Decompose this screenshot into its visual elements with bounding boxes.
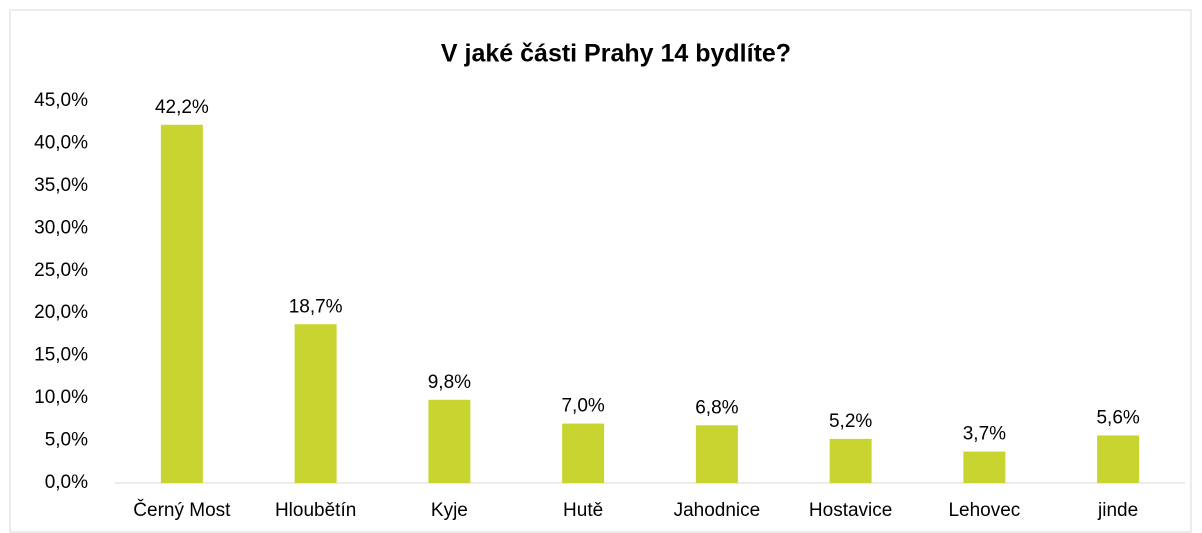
y-tick-label: 5,0% bbox=[45, 430, 88, 451]
y-tick-label: 25,0% bbox=[34, 260, 88, 281]
bar bbox=[963, 451, 1006, 483]
y-tick-label: 45,0% bbox=[34, 90, 88, 111]
bar bbox=[428, 399, 471, 483]
value-label: 5,2% bbox=[829, 411, 872, 432]
bar bbox=[294, 324, 337, 483]
x-tick-label: Hutě bbox=[563, 500, 603, 521]
y-tick-label: 10,0% bbox=[34, 387, 88, 408]
x-tick-label: Hloubětín bbox=[275, 500, 356, 521]
x-tick-label: Černý Most bbox=[133, 499, 231, 521]
value-label: 3,7% bbox=[963, 424, 1006, 445]
value-label: 6,8% bbox=[695, 397, 738, 418]
y-tick-label: 0,0% bbox=[45, 472, 88, 493]
bar bbox=[829, 438, 872, 483]
y-tick-label: 20,0% bbox=[34, 302, 88, 323]
x-tick-label: jinde bbox=[1097, 500, 1138, 521]
chart-title: V jaké části Prahy 14 bydlíte? bbox=[441, 40, 791, 68]
bar bbox=[695, 425, 738, 483]
value-label: 5,6% bbox=[1096, 407, 1139, 428]
value-label: 18,7% bbox=[289, 296, 343, 317]
x-tick-label: Jahodnice bbox=[674, 500, 761, 521]
value-label: 7,0% bbox=[561, 396, 604, 417]
value-label: 9,8% bbox=[428, 372, 471, 393]
y-tick-label: 40,0% bbox=[34, 132, 88, 153]
bar bbox=[562, 423, 605, 483]
x-tick-label: Hostavice bbox=[809, 500, 892, 521]
value-label: 42,2% bbox=[155, 97, 209, 118]
bar bbox=[160, 124, 203, 483]
y-tick-label: 30,0% bbox=[34, 217, 88, 238]
y-tick-label: 15,0% bbox=[34, 345, 88, 366]
x-tick-label: Lehovec bbox=[948, 500, 1020, 521]
bar bbox=[1097, 435, 1140, 483]
y-tick-label: 35,0% bbox=[34, 175, 88, 196]
x-tick-label: Kyje bbox=[431, 500, 468, 521]
